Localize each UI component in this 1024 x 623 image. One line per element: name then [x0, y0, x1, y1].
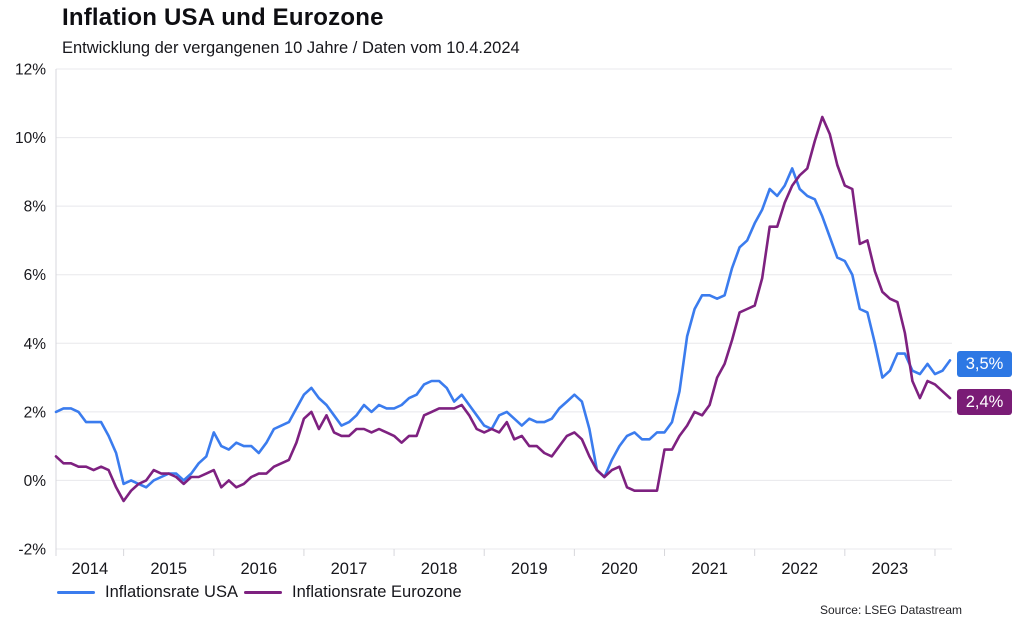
legend-label-eurozone: Inflationsrate Eurozone	[291, 583, 462, 601]
legend-line-swatch-eurozone	[243, 591, 282, 594]
legend-item-eurozone: Inflationsrate Eurozone	[243, 583, 462, 602]
legend-item-usa: Inflationsrate USA	[57, 583, 238, 602]
line-usa	[54, 167, 952, 489]
page-subtitle: Entwicklung der vergangenen 10 Jahre / D…	[62, 39, 520, 57]
x-axis-year-label: 2016	[240, 560, 277, 578]
x-axis-year-label: 2017	[331, 560, 368, 578]
legend: Inflationsrate USA Inflationsrate Eurozo…	[57, 583, 462, 602]
end-value-chip-eurozone: 2,4%	[957, 389, 1012, 415]
end-value-chip-usa: 3,5%	[957, 351, 1012, 377]
x-axis-year-label: 2014	[71, 560, 108, 578]
y-axis-tick-label: 4%	[24, 336, 47, 353]
page-title: Inflation USA und Eurozone	[62, 4, 384, 31]
x-axis-year-label: 2019	[511, 560, 548, 578]
x-axis-year-label: 2021	[691, 560, 728, 578]
legend-line-swatch-usa	[57, 591, 95, 594]
x-axis-year-label: 2018	[421, 560, 458, 578]
y-axis-tick-label: 2%	[24, 404, 47, 421]
y-axis-tick-label: 8%	[24, 199, 47, 216]
y-axis-tick-label: -2%	[18, 542, 46, 559]
y-axis-tick-label: 10%	[15, 130, 46, 147]
line-eurozone	[54, 115, 952, 503]
x-axis-year-label: 2022	[781, 560, 818, 578]
y-axis-tick-label: 6%	[24, 267, 47, 284]
y-axis-tick-label: 0%	[24, 473, 47, 490]
x-axis-year-label: 2020	[601, 560, 638, 578]
x-axis-year-label: 2015	[150, 560, 187, 578]
y-axis-tick-label: 12%	[15, 62, 46, 79]
source-label: Source: LSEG Datastream	[819, 603, 962, 617]
x-axis-year-label: 2023	[872, 560, 909, 578]
legend-label-usa: Inflationsrate USA	[105, 583, 238, 601]
